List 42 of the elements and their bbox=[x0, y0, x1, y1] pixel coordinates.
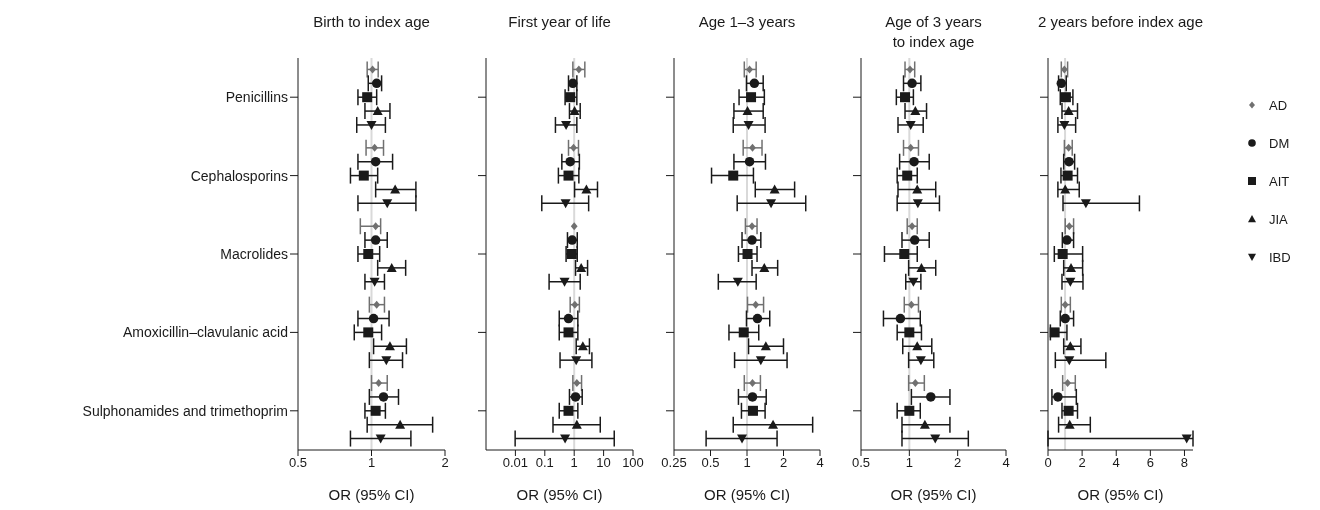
x-tick-label: 2 bbox=[1078, 455, 1086, 471]
x-tick-label: 0.5 bbox=[288, 455, 308, 471]
x-tick-label: 0.01 bbox=[502, 455, 529, 471]
legend-label: IBD bbox=[1269, 249, 1291, 265]
x-tick-label: 0.1 bbox=[535, 455, 554, 471]
x-tick-label: 6 bbox=[1146, 455, 1154, 471]
legend-label: AD bbox=[1269, 97, 1288, 113]
chart-title: Age of 3 years to index age bbox=[885, 13, 982, 50]
x-tick-label: 2 bbox=[954, 455, 962, 471]
x-tick-label: 8 bbox=[1180, 455, 1189, 471]
x-tick-label: 4 bbox=[1002, 455, 1010, 471]
x-tick-label: 1 bbox=[743, 455, 751, 471]
chart-title: Age 1–3 years bbox=[697, 12, 797, 32]
chart-title: 2 years before index age bbox=[1036, 12, 1205, 32]
x-tick-label: 1 bbox=[367, 455, 376, 471]
x-tick-label: 0.25 bbox=[661, 455, 687, 471]
x-tick-label: 100 bbox=[622, 455, 644, 471]
y-tick-label: Penicillins bbox=[225, 89, 288, 106]
x-axis-title: OR (95% CI) bbox=[1076, 486, 1165, 503]
legend-label: JIA bbox=[1269, 211, 1288, 227]
chart-title: First year of life bbox=[507, 12, 612, 32]
y-tick-label: Macrolides bbox=[220, 245, 288, 262]
x-tick-label: 2 bbox=[779, 455, 788, 471]
chart-title: Birth to index age bbox=[312, 12, 431, 32]
x-tick-label: 0.5 bbox=[851, 455, 871, 471]
x-axis-title: OR (95% CI) bbox=[889, 486, 978, 503]
legend-label: AIT bbox=[1269, 173, 1290, 189]
x-tick-label: 2 bbox=[441, 455, 449, 471]
y-tick-label: Cephalosporins bbox=[190, 167, 288, 184]
x-axis-title: OR (95% CI) bbox=[703, 486, 791, 503]
x-tick-label: 10 bbox=[596, 455, 611, 471]
x-tick-label: 1 bbox=[570, 455, 578, 471]
x-tick-label: 0 bbox=[1044, 455, 1052, 471]
x-tick-label: 4 bbox=[1112, 455, 1120, 471]
x-axis-title: OR (95% CI) bbox=[515, 486, 604, 503]
y-tick-label: Sulphonamides and trimethoprim bbox=[82, 402, 288, 419]
x-tick-label: 0.5 bbox=[701, 455, 720, 471]
x-axis-title: OR (95% CI) bbox=[327, 486, 416, 503]
x-tick-label: 4 bbox=[816, 455, 824, 471]
x-tick-label: 1 bbox=[905, 455, 913, 471]
legend-label: DM bbox=[1269, 135, 1290, 151]
y-tick-label: Amoxicillin–clavulanic acid bbox=[123, 324, 288, 341]
